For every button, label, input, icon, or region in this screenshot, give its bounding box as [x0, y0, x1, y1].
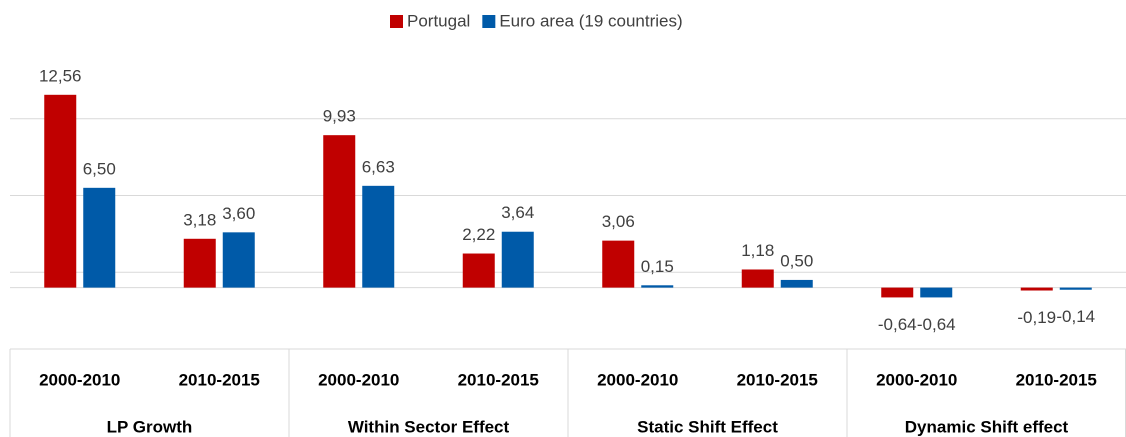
- group-label: LP Growth: [107, 417, 193, 436]
- value-label: 1,18: [741, 241, 774, 260]
- bar: [362, 185, 395, 288]
- x-tick-label: 2010-2015: [737, 370, 818, 389]
- value-label: -0,14: [1056, 307, 1095, 326]
- value-label: -0,19: [1017, 308, 1056, 327]
- group-label: Within Sector Effect: [348, 417, 510, 436]
- bar: [881, 287, 914, 298]
- group-label: Static Shift Effect: [637, 417, 778, 436]
- value-label: 3,60: [222, 204, 255, 223]
- bar: [920, 287, 953, 298]
- legend-label: Portugal: [407, 11, 470, 30]
- legend-label: Euro area (19 countries): [499, 11, 682, 30]
- bar: [501, 231, 534, 288]
- value-label: -0,64: [917, 315, 956, 334]
- bar: [602, 240, 635, 288]
- value-label: 6,63: [362, 157, 395, 176]
- bar: [1059, 287, 1092, 290]
- x-tick-label: 2010-2015: [1016, 370, 1097, 389]
- bar: [222, 232, 255, 288]
- x-tick-label: 2000-2010: [876, 370, 957, 389]
- value-label: 6,50: [83, 159, 116, 178]
- value-label: 12,56: [39, 66, 82, 85]
- value-label: 3,64: [501, 203, 534, 222]
- bar: [1020, 287, 1053, 291]
- x-tick-label: 2000-2010: [318, 370, 399, 389]
- x-tick-label: 2000-2010: [597, 370, 678, 389]
- value-label: 0,15: [641, 257, 674, 276]
- value-label: -0,64: [878, 315, 917, 334]
- bar: [323, 135, 356, 288]
- bar: [780, 279, 813, 288]
- value-label: 2,22: [462, 225, 495, 244]
- bar: [83, 187, 116, 288]
- bar: [741, 269, 774, 288]
- bar: [462, 253, 495, 288]
- bar: [183, 238, 216, 288]
- legend-swatch: [482, 15, 496, 28]
- bar: [44, 94, 77, 288]
- value-label: 3,18: [183, 210, 216, 229]
- x-tick-label: 2010-2015: [179, 370, 260, 389]
- value-label: 9,93: [323, 107, 356, 126]
- value-label: 3,06: [602, 212, 635, 231]
- bar: [641, 285, 674, 288]
- legend-swatch: [390, 15, 403, 28]
- group-label: Dynamic Shift effect: [905, 417, 1069, 436]
- x-tick-label: 2010-2015: [458, 370, 539, 389]
- x-tick-label: 2000-2010: [39, 370, 120, 389]
- value-label: 0,50: [780, 251, 813, 270]
